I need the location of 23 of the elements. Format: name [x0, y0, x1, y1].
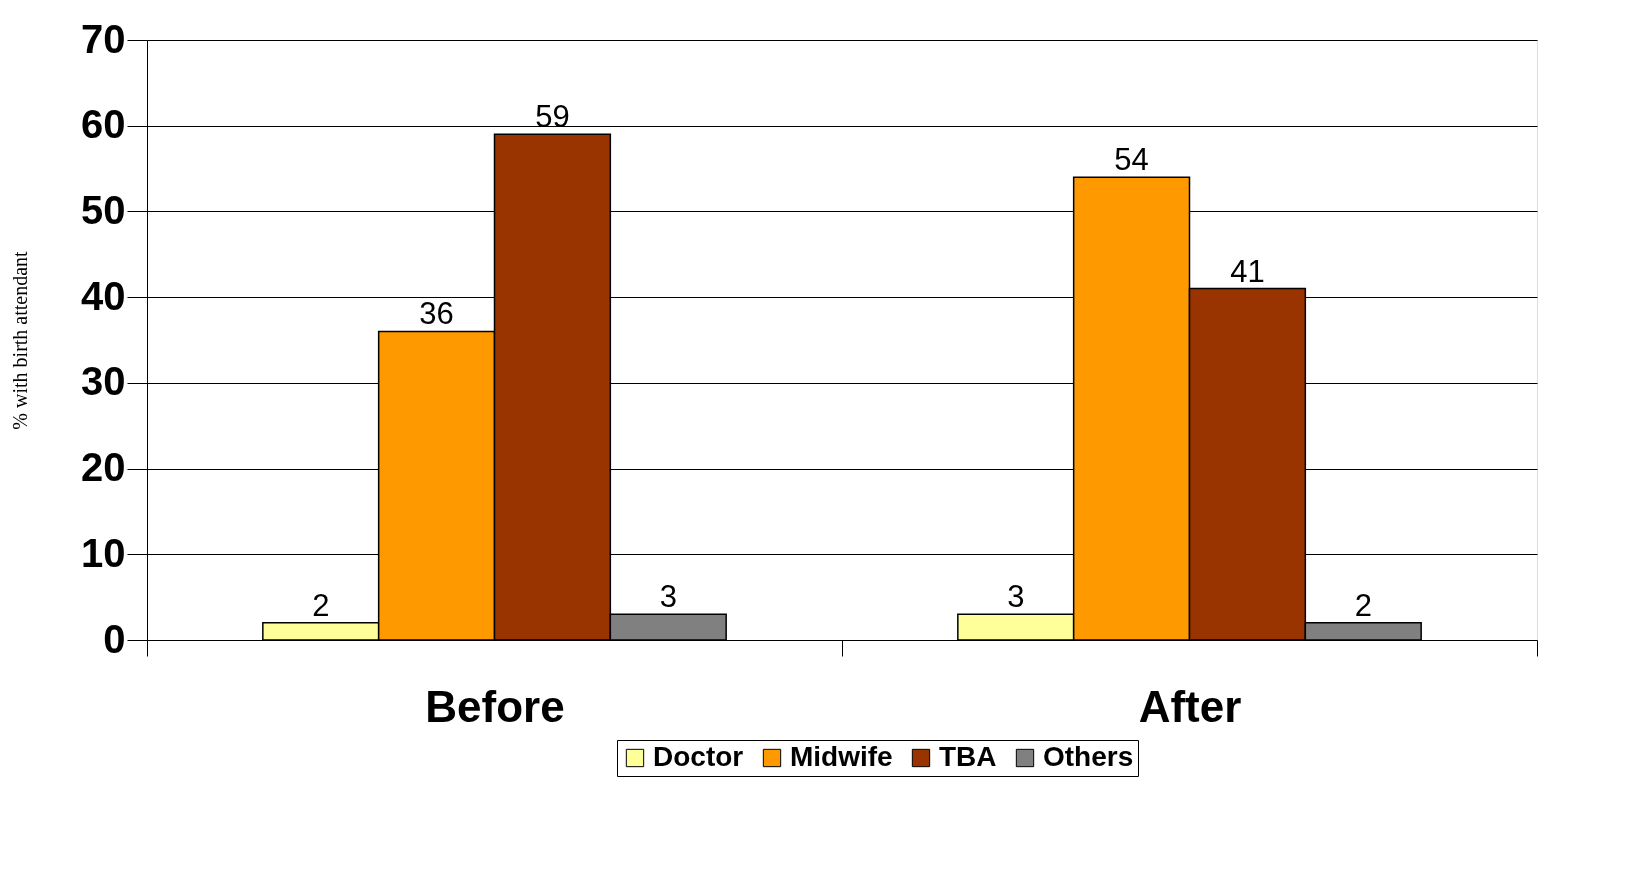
data-label: 36 — [419, 296, 454, 332]
legend-label: Doctor — [653, 741, 744, 772]
y-tick-label: 30 — [81, 359, 126, 404]
data-label: 3 — [659, 579, 677, 615]
y-tick-label: 0 — [103, 616, 126, 661]
y-tick-label: 70 — [81, 16, 126, 61]
x-tick-label: Before — [425, 681, 565, 731]
y-tick-label: 10 — [81, 530, 126, 575]
y-tick-label: 20 — [81, 445, 126, 490]
data-label: 59 — [535, 99, 570, 135]
legend-label: TBA — [939, 741, 997, 772]
data-label: 54 — [1114, 142, 1149, 178]
data-label: 41 — [1230, 253, 1265, 289]
legend-label: Midwife — [790, 741, 893, 772]
x-tick-label: After — [1138, 681, 1242, 731]
y-tick-label: 40 — [81, 273, 126, 318]
legend-label: Others — [1043, 741, 1134, 772]
y-tick-label: 60 — [81, 102, 126, 147]
data-label: 3 — [1007, 579, 1025, 615]
y-tick-label: 50 — [81, 187, 126, 232]
data-label: 2 — [1354, 587, 1372, 623]
data-label: 2 — [312, 587, 330, 623]
y-axis-title: % with birth attendant — [9, 250, 32, 430]
